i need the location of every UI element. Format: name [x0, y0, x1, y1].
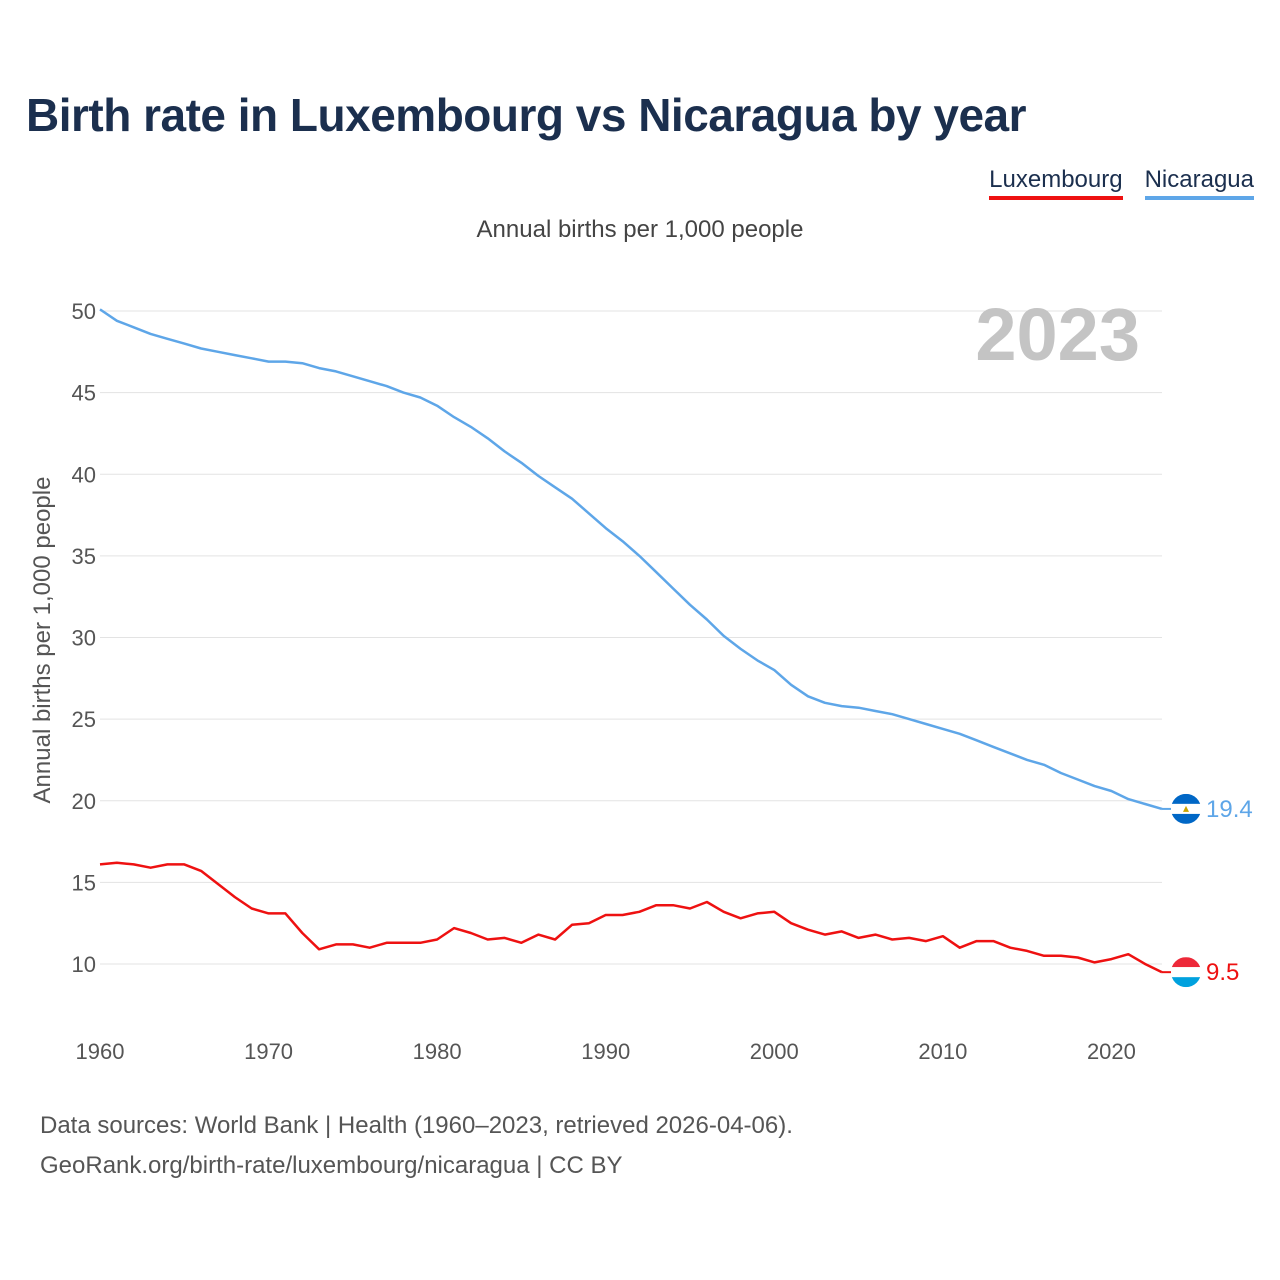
x-axis-ticks: 1960 1970 1980 1990 2000 2010 2020	[76, 1039, 1136, 1064]
y-tick-label-25: 25	[72, 707, 96, 732]
x-tick-label-1990: 1990	[581, 1039, 630, 1064]
year-watermark: 2023	[975, 293, 1140, 376]
series-line-luxembourg[interactable]	[99, 861, 1163, 974]
y-axis-ticks: 10 15 20 25 30 35 40 45 50	[72, 299, 96, 977]
y-tick-label-45: 45	[72, 381, 96, 406]
grid-lines	[100, 310, 1162, 965]
end-value-luxembourg: 9.5	[1206, 959, 1239, 986]
flag-nicaragua-icon	[1171, 793, 1201, 824]
flag-luxembourg-icon	[1171, 957, 1201, 988]
y-tick-label-10: 10	[72, 952, 96, 977]
series-line-nicaragua[interactable]	[99, 308, 1163, 811]
x-tick-label-2000: 2000	[750, 1039, 799, 1064]
y-tick-label-40: 40	[72, 462, 96, 487]
y-tick-label-50: 50	[72, 299, 96, 324]
chart-title: Birth rate in Luxembourg vs Nicaragua by…	[26, 89, 1027, 141]
y-tick-label-35: 35	[72, 544, 96, 569]
y-tick-label-15: 15	[72, 870, 96, 895]
source-line-1: Data sources: World Bank | Health (1960–…	[40, 1112, 793, 1139]
x-tick-label-2020: 2020	[1087, 1039, 1136, 1064]
source-line-2: GeoRank.org/birth-rate/luxembourg/nicara…	[40, 1152, 623, 1179]
x-tick-label-2010: 2010	[918, 1039, 967, 1064]
data-source: Data sources: World Bank | Health (1960–…	[40, 1106, 793, 1186]
end-markers: 9.5 19.4	[1162, 793, 1253, 988]
legend-item-luxembourg[interactable]: Luxembourg	[989, 166, 1123, 200]
y-tick-label-30: 30	[72, 626, 96, 651]
series-group	[99, 308, 1163, 974]
legend-item-nicaragua[interactable]: Nicaragua	[1144, 166, 1254, 200]
y-axis-label: Annual births per 1,000 people	[29, 477, 56, 804]
x-tick-label-1980: 1980	[413, 1039, 462, 1064]
legend: Luxembourg Nicaragua	[989, 166, 1254, 200]
chart-subtitle: Annual births per 1,000 people	[476, 216, 804, 243]
end-value-nicaragua: 19.4	[1206, 796, 1253, 823]
y-tick-label-20: 20	[72, 789, 96, 814]
x-tick-label-1960: 1960	[76, 1039, 125, 1064]
x-tick-label-1970: 1970	[244, 1039, 293, 1064]
